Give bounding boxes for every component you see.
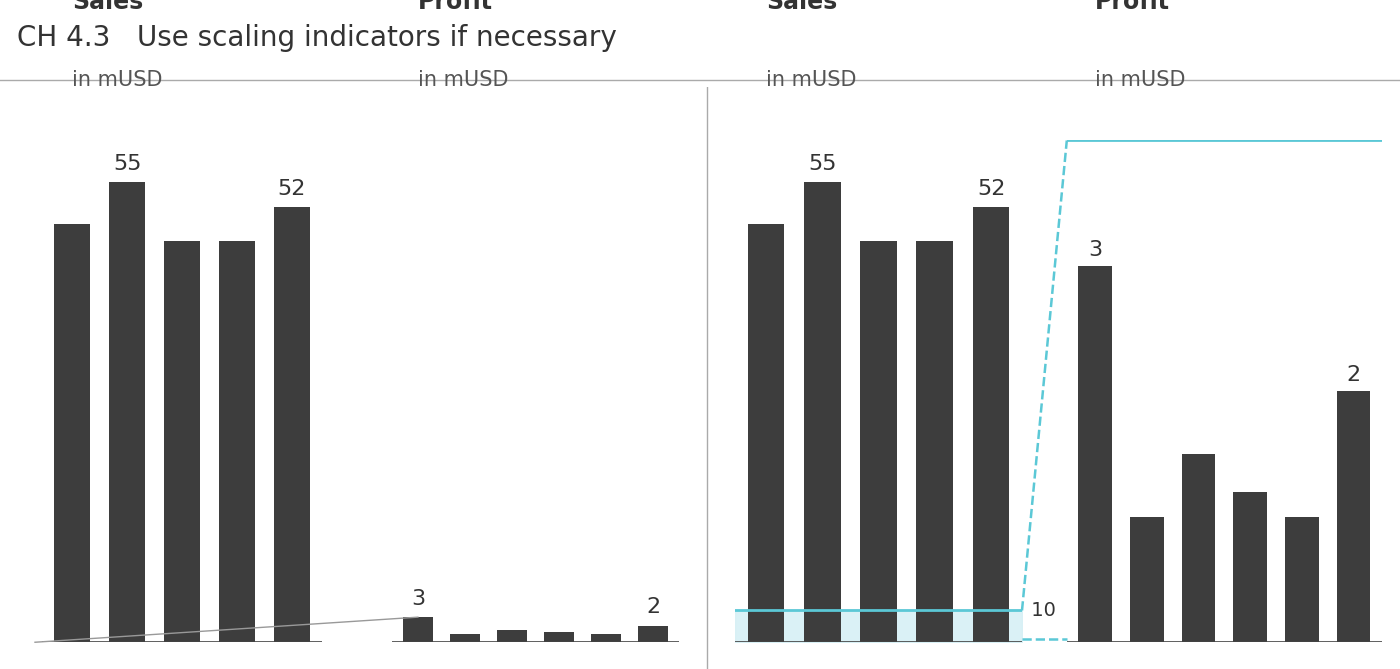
Text: 2: 2 [645, 597, 661, 617]
Text: Sales: Sales [73, 0, 143, 14]
Bar [1285, 516, 1319, 642]
Bar [1182, 454, 1215, 642]
Text: Profit: Profit [417, 0, 493, 14]
Bar [973, 207, 1009, 642]
Bar [543, 632, 574, 642]
Text: 3: 3 [410, 589, 426, 609]
Text: in mUSD: in mUSD [766, 70, 857, 90]
Bar [638, 626, 668, 642]
Bar [917, 241, 953, 642]
Text: in mUSD: in mUSD [417, 70, 508, 90]
Bar [1078, 266, 1112, 642]
Bar [497, 630, 528, 642]
Text: 55: 55 [808, 154, 836, 174]
Text: 10: 10 [1025, 601, 1056, 620]
Bar [591, 634, 622, 642]
Bar [748, 224, 784, 642]
Bar [274, 207, 309, 642]
Text: in mUSD: in mUSD [73, 70, 162, 90]
Bar [1337, 391, 1371, 642]
Text: 55: 55 [113, 154, 141, 174]
Text: CH 4.3   Use scaling indicators if necessary: CH 4.3 Use scaling indicators if necessa… [17, 24, 616, 52]
Text: 3: 3 [1088, 240, 1102, 260]
Bar [55, 224, 90, 642]
Text: Profit: Profit [1095, 0, 1170, 14]
Text: 2: 2 [1347, 365, 1361, 385]
Text: 52: 52 [977, 179, 1005, 199]
Bar [449, 634, 480, 642]
Text: Sales: Sales [766, 0, 837, 14]
Bar [403, 617, 433, 642]
Bar [804, 182, 840, 642]
Bar [1233, 492, 1267, 642]
Text: in mUSD: in mUSD [1095, 70, 1186, 90]
Bar [1130, 516, 1163, 642]
Bar [164, 241, 200, 642]
Bar [218, 241, 255, 642]
Text: 52: 52 [277, 179, 307, 199]
Bar [109, 182, 146, 642]
Bar [860, 241, 897, 642]
